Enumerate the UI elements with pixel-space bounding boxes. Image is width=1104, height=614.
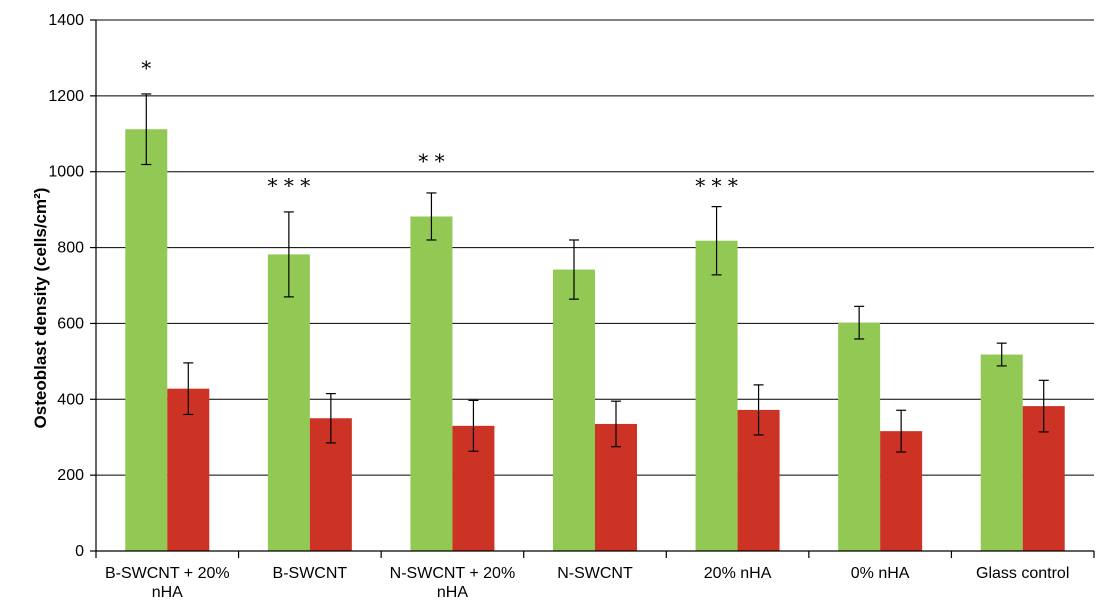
- y-tick-label: 400: [57, 391, 84, 408]
- x-category-label-line: N-SWCNT + 20%: [390, 565, 516, 582]
- bar-series-1: [267, 254, 310, 552]
- x-category-label: B-SWCNT: [273, 565, 348, 582]
- bar-series-1: [980, 354, 1023, 551]
- axis-layer: [90, 19, 1095, 558]
- x-category-label: N-SWCNT + 20% nHA: [390, 565, 516, 601]
- x-category-label-line: 20% nHA: [704, 565, 772, 582]
- error-bar-layer: [141, 93, 1049, 453]
- significance-label: * * *: [267, 174, 310, 198]
- x-category-label: 20% nHA: [704, 565, 772, 582]
- x-category-label-line: Glass control: [976, 565, 1069, 582]
- bar-series-1: [553, 269, 595, 551]
- significance-label: * *: [418, 149, 444, 173]
- y-axis-title: Osteoblast density (cells/cm²): [31, 188, 50, 429]
- x-category-label: Glass control: [976, 565, 1069, 582]
- significance-label: * * *: [695, 174, 738, 198]
- y-tick-label: 1000: [48, 164, 84, 181]
- bar-layer: [125, 129, 1065, 552]
- bar-series-1: [695, 240, 738, 551]
- x-category-label-line: B-SWCNT + 20%: [105, 565, 230, 582]
- bar-series-1: [838, 322, 881, 551]
- y-tick-label: 1200: [48, 88, 84, 105]
- x-category-label-line: 0% nHA: [851, 565, 910, 582]
- x-category-label: 0% nHA: [851, 565, 910, 582]
- bar-series-2: [167, 388, 210, 551]
- significance-label: *: [141, 56, 151, 80]
- label-layer: 0 200 400 600 800 1000 1200 1400 B-SWCNT + 20% nH…: [48, 12, 1069, 601]
- y-tick-label: 1400: [48, 12, 84, 29]
- x-category-label: B-SWCNT + 20% nHA: [105, 565, 230, 601]
- y-tick-label: 0: [75, 543, 84, 560]
- y-tick-label: 200: [57, 467, 84, 484]
- x-category-label-line: nHA: [437, 584, 468, 601]
- y-tick-label: 800: [57, 240, 84, 257]
- x-category-label-line: N-SWCNT: [557, 565, 633, 582]
- y-tick-label: 600: [57, 315, 84, 332]
- x-category-label-line: nHA: [152, 584, 183, 601]
- bar-series-1: [410, 216, 453, 551]
- bar-series-1: [125, 129, 168, 551]
- x-category-label: N-SWCNT: [557, 565, 633, 582]
- x-category-label-line: B-SWCNT: [273, 565, 348, 582]
